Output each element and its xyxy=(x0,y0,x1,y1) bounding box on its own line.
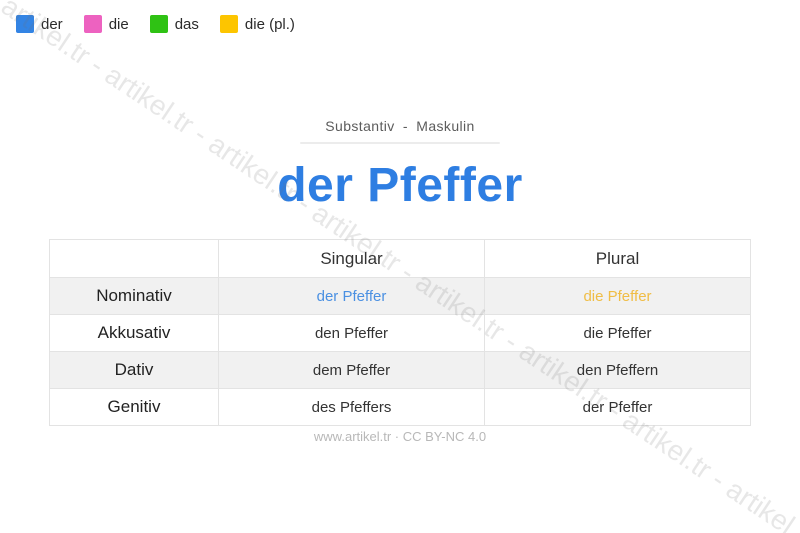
plural-value: den Pfeffern xyxy=(484,352,750,388)
case-label: Dativ xyxy=(114,360,154,379)
singular-value: der Pfeffer xyxy=(218,278,484,314)
case-label: Genitiv xyxy=(107,397,161,416)
singular-value: dem Pfeffer xyxy=(218,352,484,388)
legend-item-die: die xyxy=(83,15,129,33)
legend-item-das: das xyxy=(149,15,199,33)
table-header-row: Singular Plural xyxy=(50,240,750,277)
table-row-dativ: Dativ dem Pfeffer den Pfeffern xyxy=(50,351,750,388)
plural-value: der Pfeffer xyxy=(484,389,750,425)
table-row-akkusativ: Akkusativ den Pfeffer die Pfeffer xyxy=(50,314,750,351)
das-color-swatch xyxy=(149,15,168,33)
table-row-nominativ: Nominativ der Pfeffer die Pfeffer xyxy=(50,277,750,314)
header-cell-case xyxy=(50,240,218,277)
declension-table: Singular Plural Nominativ der Pfeffer di… xyxy=(49,239,751,426)
header-cell-plural: Plural xyxy=(484,240,750,277)
legend-label-die-plural: die (pl.) xyxy=(244,15,295,33)
subtitle-divider xyxy=(300,142,500,144)
legend-label-der: der xyxy=(41,15,63,33)
die-color-swatch xyxy=(83,15,102,33)
page-title: der Pfeffer xyxy=(277,159,523,212)
footer-credit: www.artikel.tr · CC BY-NC 4.0 xyxy=(313,429,487,444)
gender-legend: der die das die (pl.) xyxy=(16,15,295,33)
legend-label-das: das xyxy=(174,15,199,33)
table-row-genitiv: Genitiv des Pfeffers der Pfeffer xyxy=(50,388,750,425)
header-cell-singular: Singular xyxy=(218,240,484,277)
legend-label-die: die xyxy=(108,15,129,33)
plural-value: die Pfeffer xyxy=(484,315,750,351)
case-label: Akkusativ xyxy=(97,323,171,342)
singular-value: des Pfeffers xyxy=(218,389,484,425)
case-label: Nominativ xyxy=(96,286,172,305)
legend-item-der: der xyxy=(16,15,63,33)
die-plural-color-swatch xyxy=(219,15,238,33)
legend-item-die-plural: die (pl.) xyxy=(219,15,295,33)
der-color-swatch xyxy=(16,15,34,33)
noun-type-subtitle: Substantiv - Maskulin xyxy=(325,118,475,134)
plural-value: die Pfeffer xyxy=(484,278,750,314)
singular-value: den Pfeffer xyxy=(218,315,484,351)
